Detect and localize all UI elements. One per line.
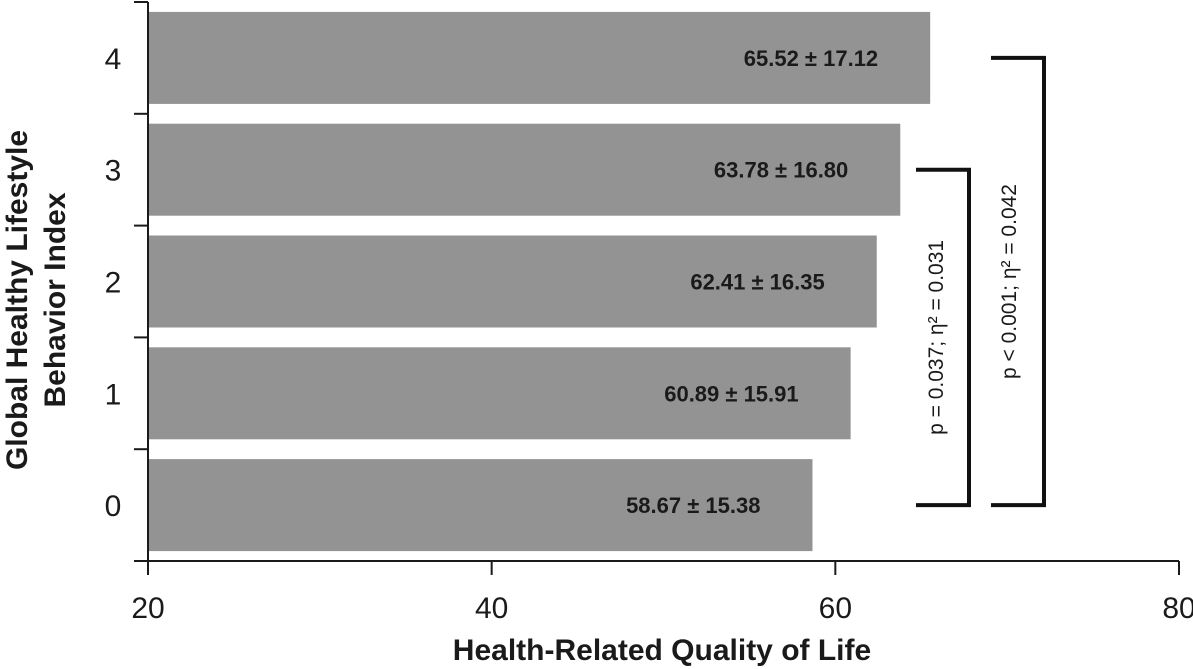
x-tick-label-80: 80: [1162, 592, 1193, 625]
bar-value-label-4: 65.52 ± 17.12: [744, 46, 878, 71]
bars-group: [148, 11, 931, 552]
y-axis-title: Global Healthy Lifestyle Behavior Index: [1, 130, 72, 470]
bar-value-label-2: 62.41 ± 16.35: [690, 270, 824, 295]
x-tick-label-60: 60: [819, 592, 852, 625]
y-axis-title-line-1: Global Healthy Lifestyle: [1, 130, 34, 470]
y-tick-label-3: 3: [105, 155, 122, 188]
axes-group: 0 1 2 3 4 20 40 60 80: [105, 1, 1193, 625]
bar-value-label-3: 63.78 ± 16.80: [714, 158, 848, 183]
y-tick-label-2: 2: [105, 267, 122, 300]
y-tick-label-0: 0: [105, 490, 122, 523]
annotations-group: p = 0.037; η² = 0.031 p < 0.001; η² = 0.0…: [916, 55, 1046, 508]
significance-label-1: p = 0.037; η² = 0.031: [925, 240, 948, 435]
significance-label-2: p < 0.001; η² = 0.042: [998, 184, 1021, 379]
bar-value-label-0: 58.67 ± 15.38: [626, 493, 760, 518]
x-axis-title: Health-Related Quality of Life: [453, 634, 871, 667]
bar-2: [148, 235, 877, 328]
bar-4: [148, 11, 931, 104]
y-tick-label-4: 4: [105, 43, 122, 76]
x-tick-label-40: 40: [475, 592, 508, 625]
bar-1: [148, 347, 851, 440]
significance-bracket-1: [916, 167, 971, 508]
bar-0: [148, 459, 813, 552]
bar-value-label-1: 60.89 ± 15.91: [664, 381, 798, 406]
y-axis-title-line-2: Behavior Index: [39, 192, 72, 407]
bar-labels-group: 58.67 ± 15.38 60.89 ± 15.91 62.41 ± 16.35 6…: [626, 46, 878, 518]
bar-3: [148, 123, 901, 216]
x-tick-label-20: 20: [131, 592, 164, 625]
y-tick-label-1: 1: [105, 378, 122, 411]
significance-bracket-2: [991, 55, 1046, 508]
